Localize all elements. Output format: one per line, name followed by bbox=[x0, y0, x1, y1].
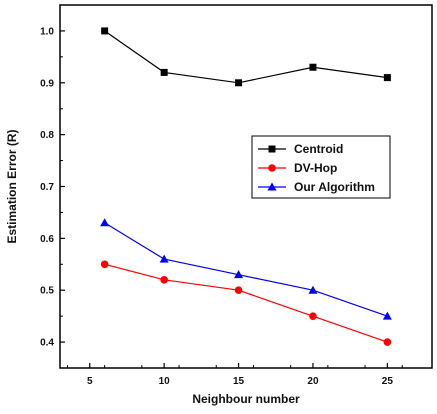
y-tick-label: 0.9 bbox=[40, 78, 54, 89]
data-point-dv-hop bbox=[100, 260, 109, 269]
y-tick-label: 0.8 bbox=[40, 130, 54, 141]
data-point-our-algorithm bbox=[100, 218, 110, 227]
x-tick-label: 25 bbox=[382, 376, 394, 387]
y-tick-label: 0.6 bbox=[40, 234, 54, 245]
data-point-dv-hop bbox=[234, 286, 243, 295]
data-point-centroid bbox=[101, 27, 109, 35]
data-point-our-algorithm bbox=[382, 311, 392, 320]
series-dv-hop bbox=[100, 260, 392, 346]
legend-marker bbox=[268, 145, 276, 153]
data-point-dv-hop bbox=[383, 338, 392, 346]
x-tick-label: 10 bbox=[159, 376, 171, 387]
data-point-our-algorithm bbox=[159, 254, 169, 263]
legend-item-our-algorithm: Our Algorithm bbox=[258, 180, 375, 194]
data-point-centroid bbox=[383, 74, 391, 82]
legend-label: Centroid bbox=[294, 142, 343, 156]
x-axis-title: Neighbour number bbox=[192, 392, 300, 406]
legend-marker bbox=[267, 182, 277, 191]
data-point-dv-hop bbox=[309, 312, 317, 320]
data-point-our-algorithm bbox=[234, 270, 244, 279]
legend-label: DV-Hop bbox=[294, 161, 337, 175]
series-centroid bbox=[101, 27, 391, 87]
data-point-our-algorithm bbox=[308, 285, 318, 294]
x-tick-label: 20 bbox=[307, 376, 319, 387]
data-point-dv-hop bbox=[160, 276, 168, 284]
data-point-centroid bbox=[309, 63, 317, 71]
legend-label: Our Algorithm bbox=[294, 180, 375, 194]
y-tick-label: 0.5 bbox=[40, 286, 54, 297]
x-tick-label: 15 bbox=[233, 376, 245, 387]
y-tick-label: 1.0 bbox=[40, 26, 54, 37]
legend-marker bbox=[268, 164, 276, 172]
data-point-centroid bbox=[235, 79, 243, 87]
series-line-our-algorithm bbox=[104, 222, 388, 317]
x-axis: 5 10 15 20 25 bbox=[66, 363, 403, 387]
series-layer bbox=[100, 27, 392, 346]
legend-item-centroid: Centroid bbox=[258, 142, 343, 156]
series-our-algorithm bbox=[100, 218, 392, 320]
legend: Centroid DV-Hop Our Algorithm bbox=[251, 135, 391, 199]
y-tick-label: 0.7 bbox=[40, 182, 54, 193]
data-point-centroid bbox=[160, 68, 168, 76]
x-tick-label: 5 bbox=[87, 376, 93, 387]
y-axis-title: Estimation Error (R) bbox=[5, 129, 19, 243]
y-tick-label: 0.4 bbox=[40, 338, 54, 349]
series-line-centroid bbox=[104, 30, 388, 84]
legend-item-dv-hop: DV-Hop bbox=[258, 161, 337, 175]
y-axis: 0.4 0.5 0.6 0.7 0.8 0.9 1.0 bbox=[40, 4, 65, 369]
